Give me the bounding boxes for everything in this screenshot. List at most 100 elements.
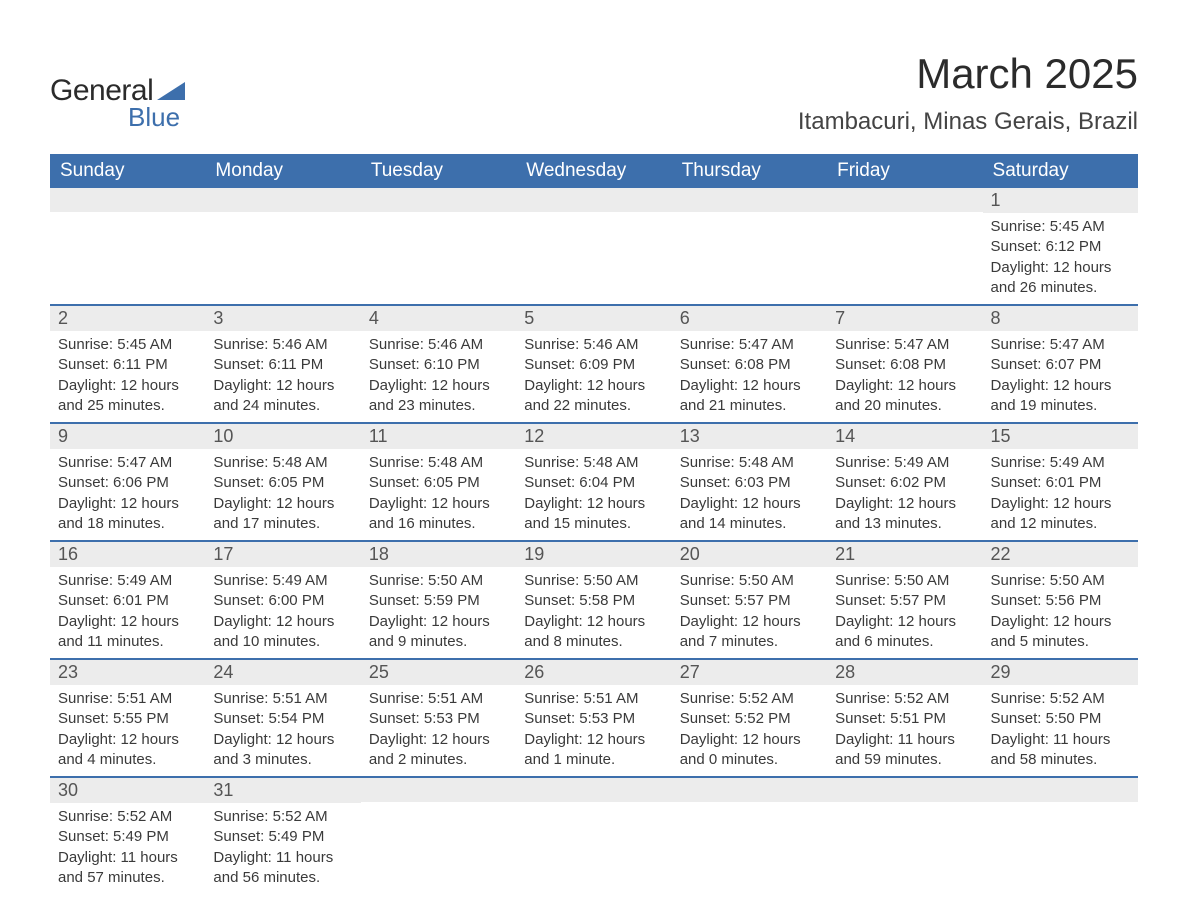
calendar-cell <box>827 777 982 894</box>
sunset-text: Sunset: 6:01 PM <box>58 591 197 611</box>
logo-triangle-icon <box>157 82 185 100</box>
sunrise-text: Sunrise: 5:48 AM <box>680 453 819 473</box>
day-body: Sunrise: 5:51 AMSunset: 5:54 PMDaylight:… <box>205 685 360 776</box>
calendar-cell: 20Sunrise: 5:50 AMSunset: 5:57 PMDayligh… <box>672 541 827 659</box>
calendar-cell: 27Sunrise: 5:52 AMSunset: 5:52 PMDayligh… <box>672 659 827 777</box>
day-number: 1 <box>983 188 1138 213</box>
title-block: March 2025 Itambacuri, Minas Gerais, Bra… <box>798 50 1138 136</box>
day-body: Sunrise: 5:47 AMSunset: 6:06 PMDaylight:… <box>50 449 205 540</box>
day-body: Sunrise: 5:47 AMSunset: 6:08 PMDaylight:… <box>827 331 982 422</box>
day-number <box>516 778 671 802</box>
sunrise-text: Sunrise: 5:50 AM <box>680 571 819 591</box>
daylight-text-1: Daylight: 12 hours <box>213 376 352 396</box>
day-body: Sunrise: 5:52 AMSunset: 5:49 PMDaylight:… <box>205 803 360 894</box>
day-number: 14 <box>827 424 982 449</box>
daylight-text-1: Daylight: 12 hours <box>991 494 1130 514</box>
calendar-cell <box>205 188 360 305</box>
sunset-text: Sunset: 5:52 PM <box>680 709 819 729</box>
daylight-text-2: and 25 minutes. <box>58 396 197 416</box>
daylight-text-2: and 9 minutes. <box>369 632 508 652</box>
month-title: March 2025 <box>798 50 1138 98</box>
day-body: Sunrise: 5:50 AMSunset: 5:57 PMDaylight:… <box>672 567 827 658</box>
day-body: Sunrise: 5:46 AMSunset: 6:10 PMDaylight:… <box>361 331 516 422</box>
daylight-text-1: Daylight: 12 hours <box>680 612 819 632</box>
sunrise-text: Sunrise: 5:47 AM <box>58 453 197 473</box>
sunrise-text: Sunrise: 5:52 AM <box>213 807 352 827</box>
day-number: 13 <box>672 424 827 449</box>
weekday-header: Tuesday <box>361 154 516 188</box>
day-body <box>983 802 1138 874</box>
day-body: Sunrise: 5:52 AMSunset: 5:49 PMDaylight:… <box>50 803 205 894</box>
calendar-cell: 7Sunrise: 5:47 AMSunset: 6:08 PMDaylight… <box>827 305 982 423</box>
daylight-text-2: and 58 minutes. <box>991 750 1130 770</box>
day-number <box>672 188 827 212</box>
calendar-cell <box>983 777 1138 894</box>
day-body: Sunrise: 5:50 AMSunset: 5:56 PMDaylight:… <box>983 567 1138 658</box>
sunrise-text: Sunrise: 5:51 AM <box>58 689 197 709</box>
day-body <box>361 212 516 284</box>
daylight-text-1: Daylight: 11 hours <box>835 730 974 750</box>
sunset-text: Sunset: 6:12 PM <box>991 237 1130 257</box>
daylight-text-1: Daylight: 12 hours <box>524 494 663 514</box>
daylight-text-2: and 15 minutes. <box>524 514 663 534</box>
daylight-text-1: Daylight: 12 hours <box>524 612 663 632</box>
sunrise-text: Sunrise: 5:50 AM <box>991 571 1130 591</box>
calendar-cell <box>516 777 671 894</box>
day-number: 31 <box>205 778 360 803</box>
day-body <box>672 802 827 874</box>
sunrise-text: Sunrise: 5:45 AM <box>58 335 197 355</box>
day-number: 4 <box>361 306 516 331</box>
sunset-text: Sunset: 5:49 PM <box>213 827 352 847</box>
sunrise-text: Sunrise: 5:50 AM <box>369 571 508 591</box>
daylight-text-2: and 59 minutes. <box>835 750 974 770</box>
sunset-text: Sunset: 5:50 PM <box>991 709 1130 729</box>
day-number: 3 <box>205 306 360 331</box>
sunrise-text: Sunrise: 5:46 AM <box>524 335 663 355</box>
sunrise-text: Sunrise: 5:47 AM <box>680 335 819 355</box>
calendar-cell: 19Sunrise: 5:50 AMSunset: 5:58 PMDayligh… <box>516 541 671 659</box>
daylight-text-2: and 12 minutes. <box>991 514 1130 534</box>
sunset-text: Sunset: 6:09 PM <box>524 355 663 375</box>
calendar-cell: 9Sunrise: 5:47 AMSunset: 6:06 PMDaylight… <box>50 423 205 541</box>
calendar-cell <box>672 777 827 894</box>
calendar-cell <box>50 188 205 305</box>
calendar-week-row: 16Sunrise: 5:49 AMSunset: 6:01 PMDayligh… <box>50 541 1138 659</box>
sunset-text: Sunset: 6:03 PM <box>680 473 819 493</box>
calendar-week-row: 9Sunrise: 5:47 AMSunset: 6:06 PMDaylight… <box>50 423 1138 541</box>
day-body <box>827 802 982 874</box>
daylight-text-2: and 57 minutes. <box>58 868 197 888</box>
daylight-text-2: and 2 minutes. <box>369 750 508 770</box>
daylight-text-2: and 18 minutes. <box>58 514 197 534</box>
daylight-text-1: Daylight: 12 hours <box>991 612 1130 632</box>
sunset-text: Sunset: 6:11 PM <box>213 355 352 375</box>
calendar-cell: 21Sunrise: 5:50 AMSunset: 5:57 PMDayligh… <box>827 541 982 659</box>
day-body <box>516 802 671 874</box>
calendar-cell: 1Sunrise: 5:45 AMSunset: 6:12 PMDaylight… <box>983 188 1138 305</box>
daylight-text-2: and 8 minutes. <box>524 632 663 652</box>
day-number <box>516 188 671 212</box>
day-body: Sunrise: 5:51 AMSunset: 5:55 PMDaylight:… <box>50 685 205 776</box>
calendar-cell <box>516 188 671 305</box>
calendar-cell <box>827 188 982 305</box>
day-number: 9 <box>50 424 205 449</box>
day-body: Sunrise: 5:52 AMSunset: 5:52 PMDaylight:… <box>672 685 827 776</box>
sunset-text: Sunset: 5:58 PM <box>524 591 663 611</box>
sunrise-text: Sunrise: 5:47 AM <box>991 335 1130 355</box>
calendar-week-row: 1Sunrise: 5:45 AMSunset: 6:12 PMDaylight… <box>50 188 1138 305</box>
sunset-text: Sunset: 6:10 PM <box>369 355 508 375</box>
weekday-header: Friday <box>827 154 982 188</box>
sunset-text: Sunset: 6:08 PM <box>680 355 819 375</box>
calendar-cell: 30Sunrise: 5:52 AMSunset: 5:49 PMDayligh… <box>50 777 205 894</box>
daylight-text-2: and 1 minute. <box>524 750 663 770</box>
sunrise-text: Sunrise: 5:52 AM <box>835 689 974 709</box>
calendar-cell: 2Sunrise: 5:45 AMSunset: 6:11 PMDaylight… <box>50 305 205 423</box>
sunrise-text: Sunrise: 5:50 AM <box>835 571 974 591</box>
sunset-text: Sunset: 5:57 PM <box>835 591 974 611</box>
day-number: 29 <box>983 660 1138 685</box>
calendar-cell <box>361 188 516 305</box>
daylight-text-1: Daylight: 12 hours <box>369 730 508 750</box>
sunrise-text: Sunrise: 5:47 AM <box>835 335 974 355</box>
daylight-text-2: and 13 minutes. <box>835 514 974 534</box>
calendar-cell: 17Sunrise: 5:49 AMSunset: 6:00 PMDayligh… <box>205 541 360 659</box>
calendar-cell: 16Sunrise: 5:49 AMSunset: 6:01 PMDayligh… <box>50 541 205 659</box>
